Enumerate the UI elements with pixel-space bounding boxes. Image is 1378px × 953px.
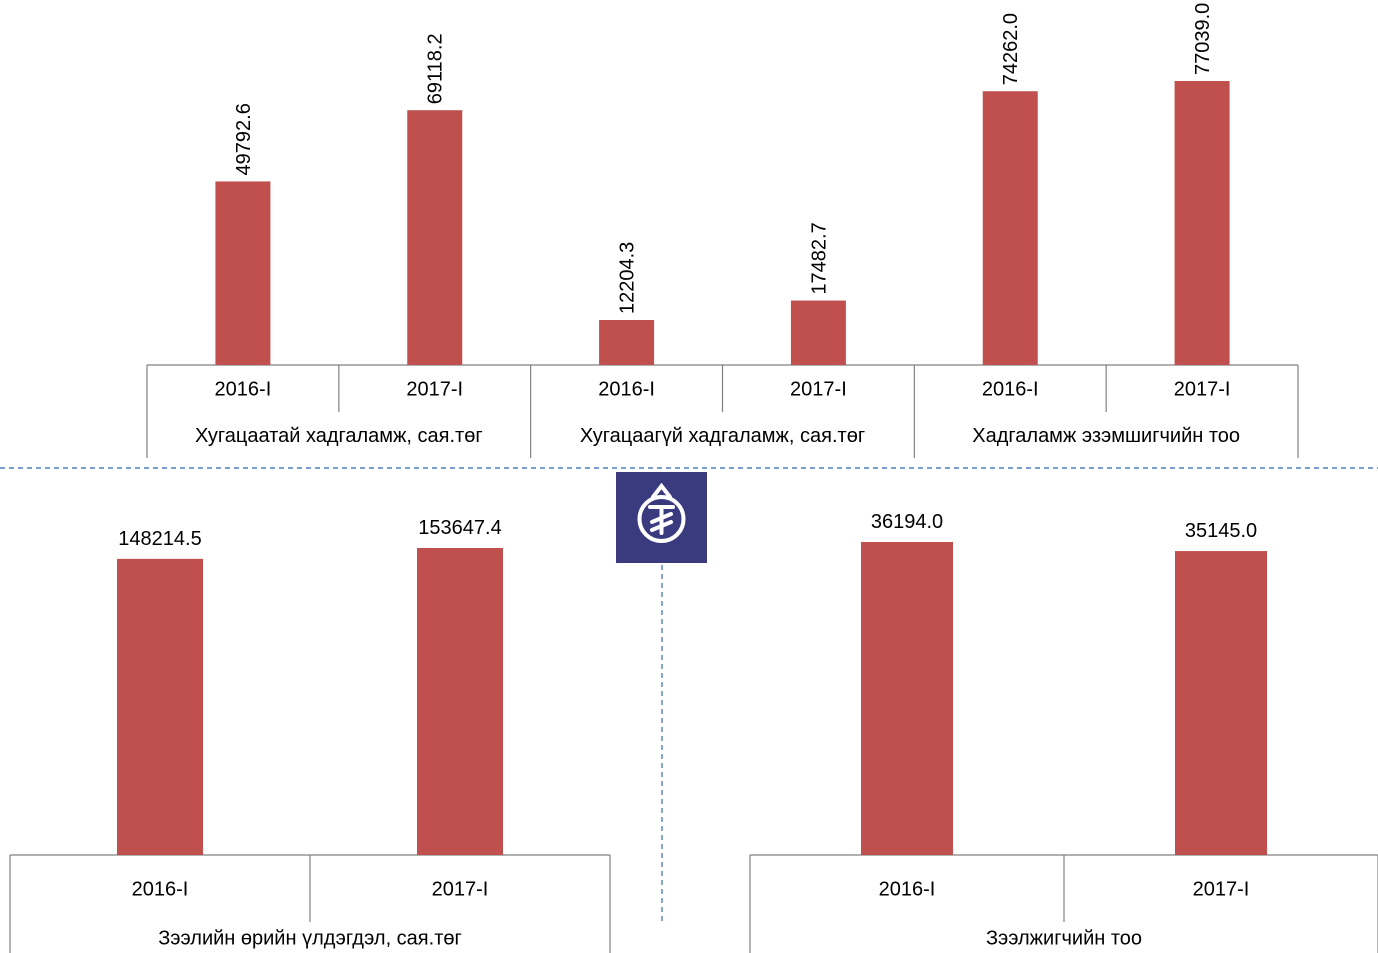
group-label: Зээлжигчийн тоо bbox=[986, 928, 1142, 950]
data-label: 12204.3 bbox=[617, 242, 639, 314]
bar bbox=[599, 320, 655, 365]
category-label: 2017-I bbox=[790, 379, 847, 401]
chart-loan-balance: 148214.5 2016-I 153647.4 2017-I Зээлийн өрий… bbox=[9, 517, 611, 953]
group-label: Хугацаатай хадгаламж, сая.төг bbox=[195, 425, 483, 447]
category-label: 2017-I bbox=[406, 379, 463, 401]
data-label: 35145.0 bbox=[1185, 520, 1257, 542]
group-label: Хугацаагүй хадгаламж, сая.төг bbox=[580, 425, 865, 447]
category-label: 2016-I bbox=[132, 879, 189, 901]
bar bbox=[215, 181, 271, 365]
bar bbox=[1174, 81, 1230, 365]
bar bbox=[1175, 551, 1267, 855]
bar bbox=[407, 110, 463, 366]
bar bbox=[117, 558, 203, 855]
data-label: 148214.5 bbox=[118, 528, 201, 550]
bar bbox=[790, 300, 846, 365]
category-label: 2016-I bbox=[215, 379, 272, 401]
data-label: 74262.0 bbox=[1000, 13, 1022, 85]
category-label: 2016-I bbox=[879, 879, 936, 901]
group-label: Хадгаламж эзэмшигчийн тоо bbox=[972, 425, 1240, 447]
bar bbox=[861, 542, 953, 855]
category-label: 2017-I bbox=[1174, 379, 1231, 401]
chart-borrowers: 36194.0 2016-I 35145.0 2017-I Зээлжигчийн то… bbox=[749, 511, 1378, 953]
category-label: 2016-I bbox=[598, 379, 655, 401]
data-label: 49792.6 bbox=[233, 103, 255, 175]
data-label: 153647.4 bbox=[418, 517, 501, 539]
chart-deposits: 49792.6 2016-I 69118.2 2017-I Хугацаатай хад… bbox=[146, 3, 1299, 458]
data-label: 69118.2 bbox=[425, 33, 447, 104]
data-label: 36194.0 bbox=[871, 511, 943, 533]
category-label: 2016-I bbox=[982, 379, 1039, 401]
bar bbox=[417, 548, 503, 855]
tugrik-coin-icon bbox=[637, 482, 686, 543]
category-label: 2017-I bbox=[1193, 879, 1250, 901]
bar bbox=[982, 91, 1038, 366]
data-label: 17482.7 bbox=[808, 222, 830, 294]
logo bbox=[616, 472, 707, 563]
category-label: 2017-I bbox=[432, 879, 489, 901]
data-label: 77039.0 bbox=[1192, 3, 1214, 75]
group-label: Зээлийн өрийн үлдэгдэл, сая.төг bbox=[158, 928, 462, 950]
